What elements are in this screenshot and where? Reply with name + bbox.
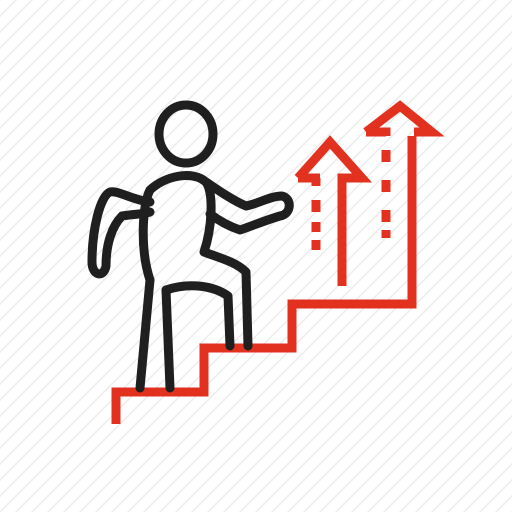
stripe-line	[383, 382, 512, 512]
stripe-line	[239, 238, 512, 512]
stripe-line	[0, 0, 193, 194]
stripe-line	[0, 0, 257, 258]
person-back-leg	[135, 275, 155, 393]
stripe-line	[127, 126, 512, 512]
stripe-line	[287, 286, 512, 512]
stripe-line	[0, 0, 417, 418]
stripe-line	[0, 0, 129, 130]
stripe-line	[0, 0, 161, 162]
stripe-line	[415, 414, 512, 512]
stripe-line	[0, 0, 209, 210]
stripe-line	[351, 350, 512, 512]
stripe-line	[143, 142, 512, 512]
stripe-line	[0, 0, 177, 178]
stripe-line	[0, 0, 145, 146]
person-front-leg-knee	[161, 281, 235, 351]
stripe-line	[79, 78, 512, 512]
stripe-line	[0, 0, 449, 450]
stripe-line	[0, 0, 289, 290]
stripe-line	[303, 302, 512, 512]
person-front-leg	[161, 285, 175, 393]
stripe-line	[175, 174, 512, 512]
person-back-arm	[87, 187, 155, 279]
stripe-line	[0, 0, 385, 386]
stripe-line	[255, 254, 512, 512]
stripe-line	[399, 398, 512, 512]
stripe-line	[0, 0, 497, 498]
stripe-line	[271, 270, 512, 512]
stripe-line	[223, 222, 512, 512]
climbing-person-icon	[87, 100, 294, 393]
stripe-line	[111, 110, 512, 512]
stripe-line	[0, 0, 337, 338]
stripe-line	[0, 0, 305, 306]
stripe-line	[207, 206, 512, 512]
stripe-line	[0, 0, 273, 274]
tall-arrow-up-icon	[363, 100, 445, 238]
stripe-line	[367, 366, 512, 512]
stripe-line	[0, 0, 369, 370]
stripe-line	[335, 334, 512, 512]
stripe-line	[0, 0, 433, 434]
stripe-line	[0, 0, 321, 322]
stripe-line	[319, 318, 512, 512]
stripe-line	[15, 14, 512, 512]
stripe-line	[95, 94, 512, 512]
stripe-line	[0, 0, 241, 242]
stripe-line	[0, 0, 113, 114]
person-head	[154, 100, 218, 168]
stripe-line	[31, 30, 512, 512]
person-front-arm	[201, 177, 294, 235]
stripe-line	[47, 46, 512, 512]
short-arrow-up-icon	[294, 135, 373, 286]
stripe-line	[191, 190, 512, 512]
stripe-line	[63, 62, 512, 512]
stripe-line	[0, 0, 97, 98]
stripe-line	[0, 0, 225, 226]
